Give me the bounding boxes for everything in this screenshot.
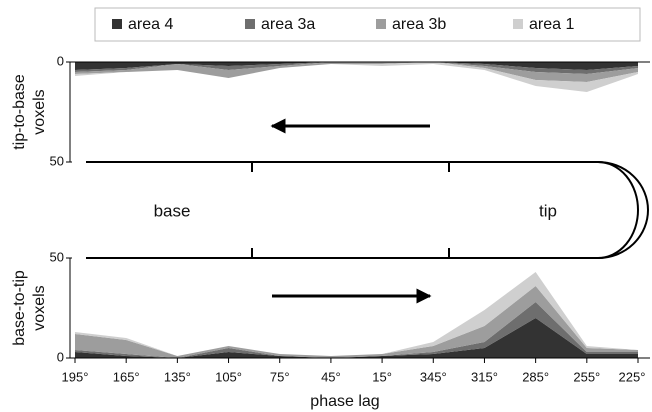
x-tick-label: 345° xyxy=(420,369,447,384)
y-tick-label: 50 xyxy=(50,249,64,264)
x-tick-label: 165° xyxy=(113,369,140,384)
x-tick-label: 105° xyxy=(215,369,242,384)
legend-box xyxy=(94,7,641,42)
area xyxy=(75,62,638,74)
x-tick-label: 75° xyxy=(270,369,290,384)
x-tick-label: 195° xyxy=(62,369,89,384)
x-tick-label: 255° xyxy=(573,369,600,384)
legend-swatch xyxy=(112,19,122,29)
area xyxy=(75,62,638,70)
area xyxy=(75,62,638,82)
y-tick-label: 50 xyxy=(50,153,64,168)
y-axis-label: tip-to-base xyxy=(11,74,28,150)
y-axis-label: base-to-tip xyxy=(11,270,28,346)
y-tick-label: 0 xyxy=(57,349,64,364)
x-tick-label: 285° xyxy=(522,369,549,384)
tube xyxy=(86,161,649,259)
y-axis-label: voxels xyxy=(31,89,48,134)
annotation: tip xyxy=(539,201,557,220)
legend-label: area 3b xyxy=(392,16,446,33)
y-tick-label: 0 xyxy=(57,53,64,68)
x-tick-label: 15° xyxy=(372,369,392,384)
legend-label: area 4 xyxy=(128,16,173,33)
x-tick-label: 135° xyxy=(164,369,191,384)
annotation: base xyxy=(154,201,191,220)
x-axis-label: phase lag xyxy=(310,393,379,410)
y-axis-label: voxels xyxy=(31,285,48,330)
legend-label: area 1 xyxy=(529,16,574,33)
area xyxy=(75,286,638,358)
x-tick-label: 45° xyxy=(321,369,341,384)
legend-swatch xyxy=(513,19,523,29)
legend-label: area 3a xyxy=(261,16,315,33)
area xyxy=(75,62,638,92)
area xyxy=(75,318,638,358)
x-tick-label: 315° xyxy=(471,369,498,384)
legend-swatch xyxy=(245,19,255,29)
legend-swatch xyxy=(376,19,386,29)
x-tick-label: 225° xyxy=(619,369,646,384)
